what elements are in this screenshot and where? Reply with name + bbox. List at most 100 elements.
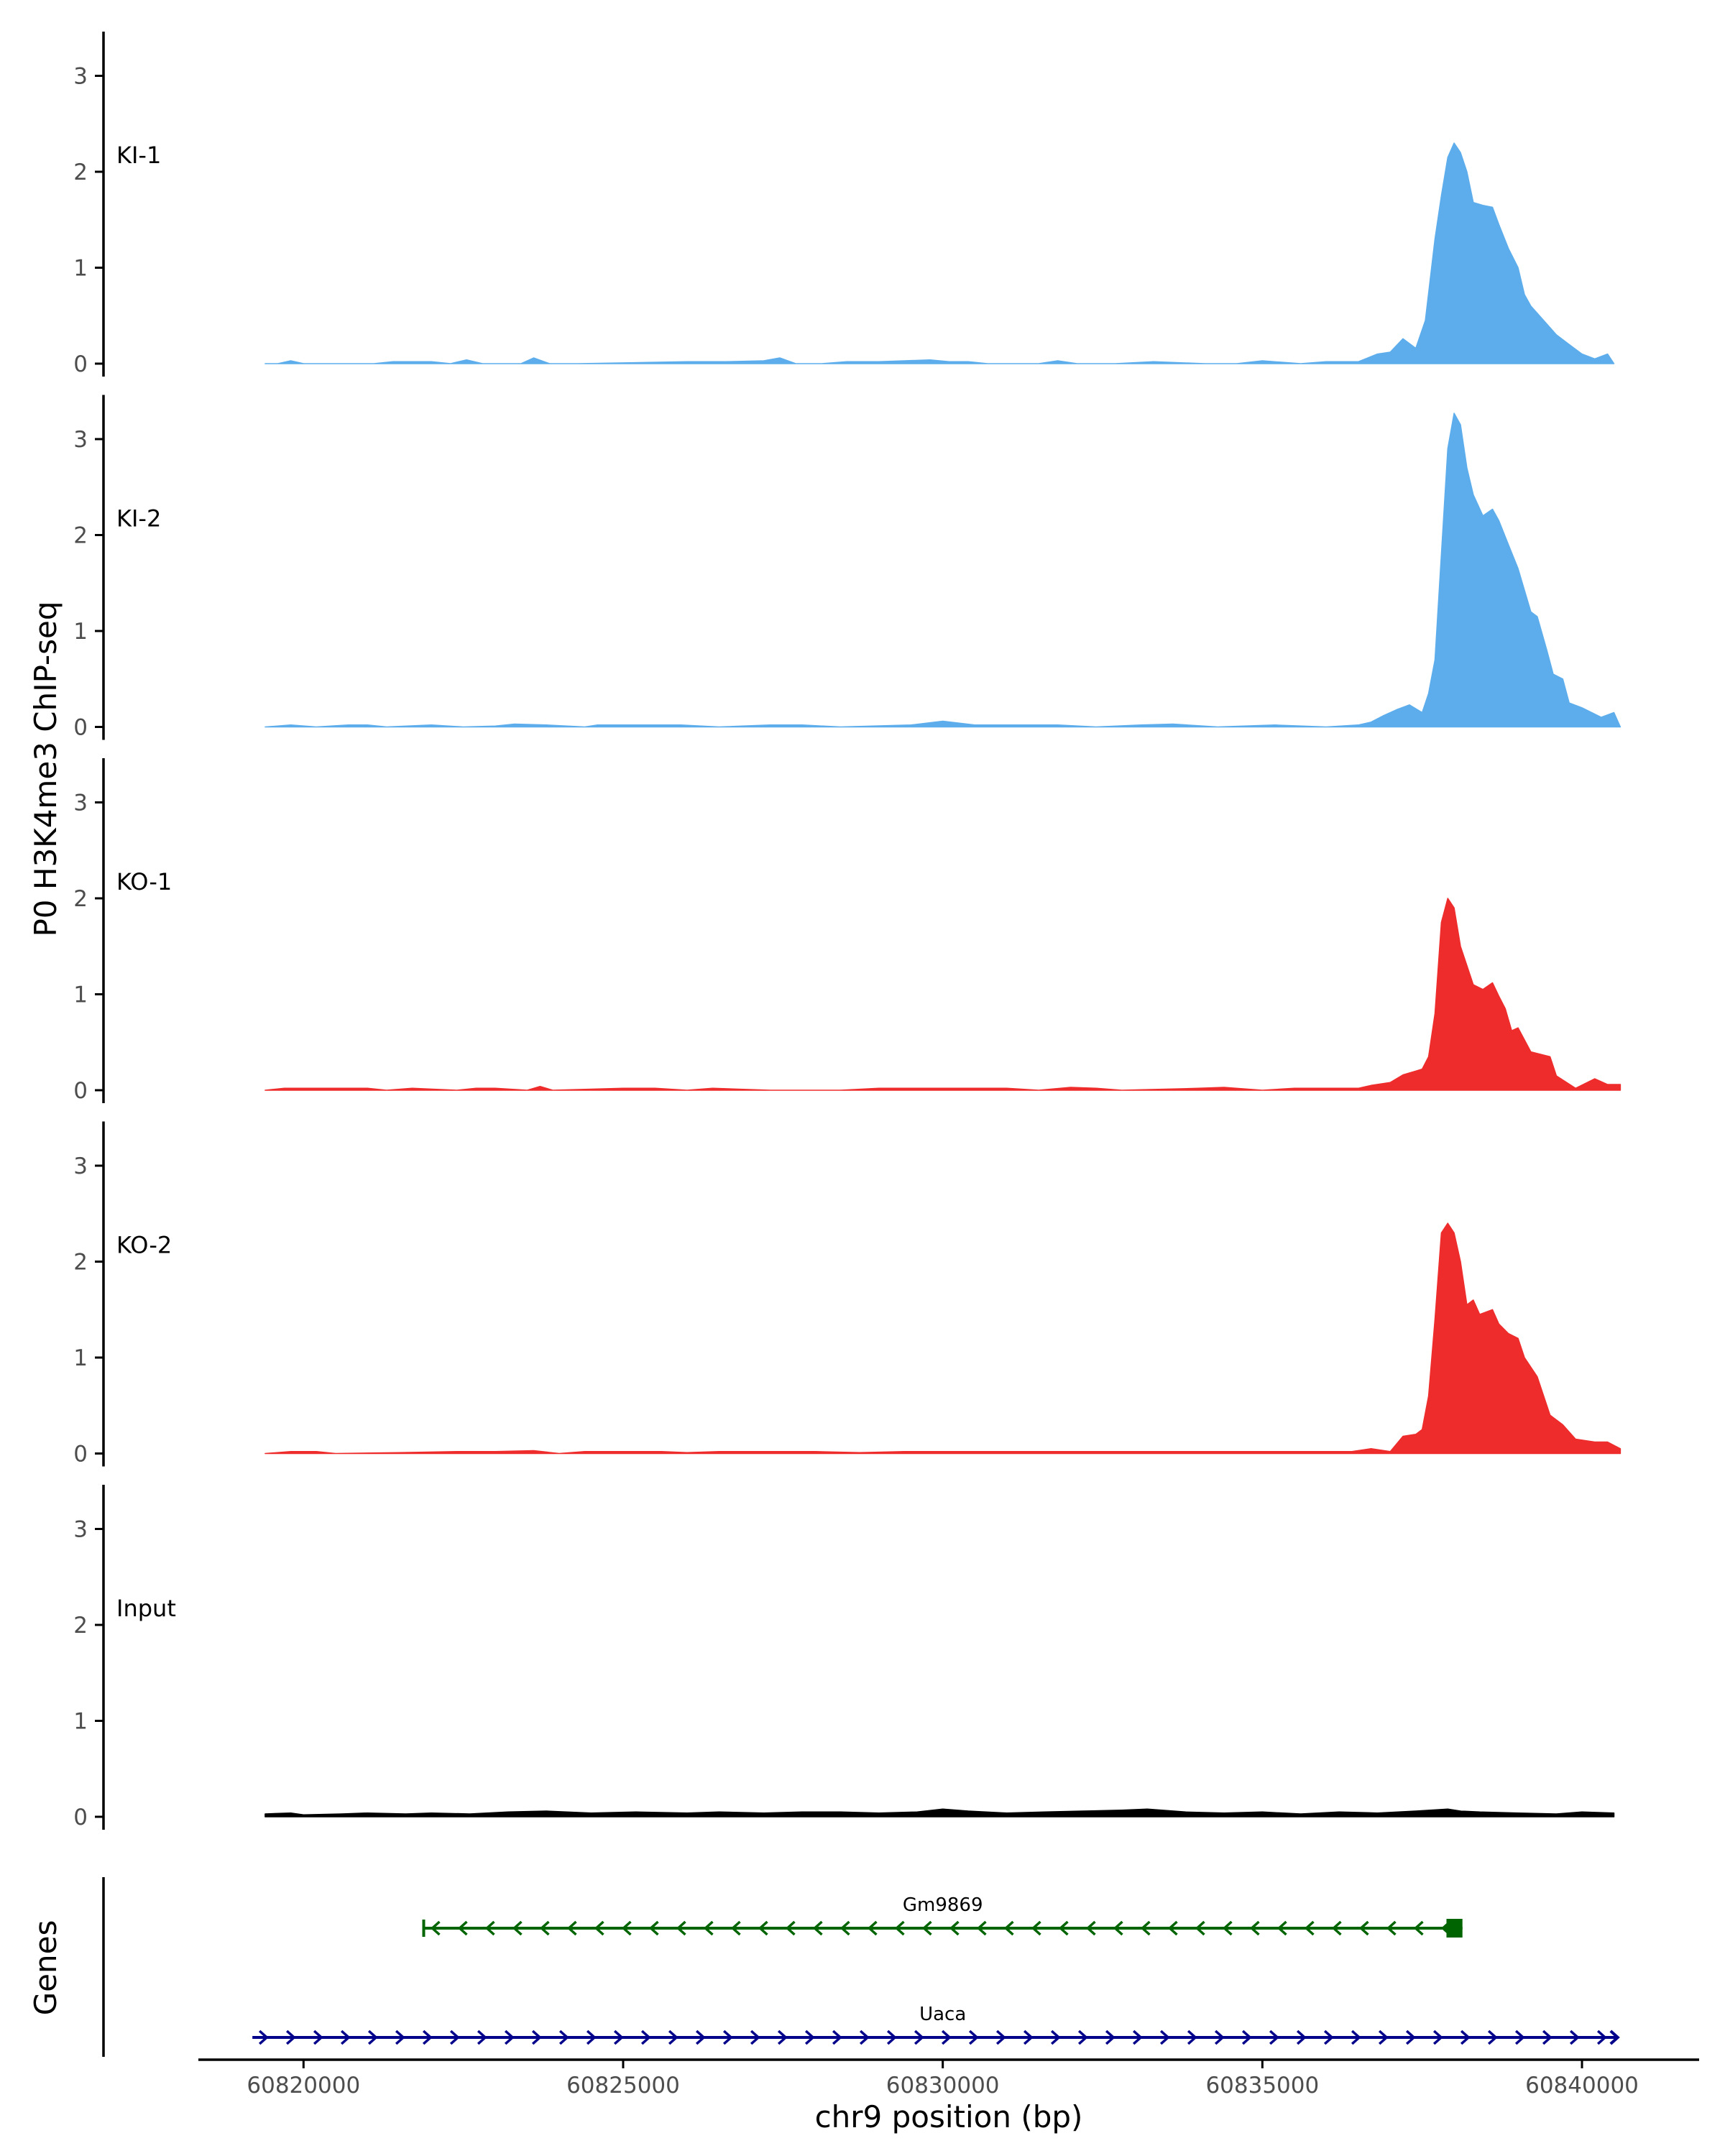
track-ki-2: 0 1 2 3 KI-2	[73, 395, 1622, 741]
gene-label-gm9869: Gm9869	[903, 1894, 983, 1916]
x-axis: 60820000 60825000 60830000 60835000 60840000	[198, 2058, 1699, 2099]
strand-chevron	[449, 2030, 460, 2045]
strand-chevron	[1241, 2030, 1252, 2045]
signal-area-input	[264, 1808, 1615, 1818]
strand-chevron	[1413, 1920, 1424, 1936]
strand-chevron	[894, 1920, 905, 1936]
strand-chevron	[867, 1920, 878, 1936]
strand-chevron	[566, 1920, 577, 1936]
y-tick-label: 3	[73, 1517, 88, 1543]
gene-uaca: Uaca	[252, 2004, 1620, 2045]
gene-label-uaca: Uaca	[919, 2004, 966, 2025]
strand-chevron	[1487, 2030, 1498, 2045]
strand-chevron	[750, 2030, 760, 2045]
strand-chevron	[531, 2030, 542, 2045]
strand-chevron	[1214, 2030, 1225, 2045]
strand-chevron	[1003, 1920, 1014, 1936]
strand-chevron	[395, 2030, 405, 2045]
strand-chevron	[1023, 2030, 1034, 2045]
track-label-ki-2: KI-2	[116, 505, 161, 533]
signal-area-ko-1	[264, 898, 1622, 1091]
y-tick-label: 0	[73, 715, 88, 741]
strand-chevron	[594, 1920, 604, 1936]
strand-chevron	[484, 1920, 495, 1936]
strand-chevron	[1269, 2030, 1279, 2045]
strand-chevron	[968, 2030, 979, 2045]
strand-chevron	[1140, 1920, 1151, 1936]
track-ko-1: 0 1 2 3 KO-1	[73, 758, 1622, 1104]
strand-chevron	[676, 1920, 686, 1936]
y-axis-label: P0 H3K4me3 ChIP-seq	[28, 601, 63, 936]
strand-chevron	[1432, 2030, 1443, 2045]
x-axis-label: chr9 position (bp)	[815, 2099, 1083, 2134]
y-tick-label: 0	[73, 351, 88, 377]
strand-chevron	[504, 2030, 515, 2045]
genes-panel-label: Genes	[28, 1920, 63, 2016]
strand-chevron	[1514, 2030, 1525, 2045]
strand-chevron	[1085, 1920, 1096, 1936]
x-tick-label: 60825000	[566, 2073, 680, 2099]
y-tick-label: 1	[73, 619, 88, 645]
y-tick-label: 0	[73, 1078, 88, 1104]
signal-area-ko-2	[264, 1222, 1622, 1455]
strand-chevron	[313, 2030, 323, 2045]
strand-chevron	[477, 2030, 487, 2045]
strand-chevron	[1569, 2030, 1580, 2045]
strand-chevron	[703, 1920, 714, 1936]
y-tick-label: 1	[73, 1345, 88, 1371]
strand-chevron	[1351, 2030, 1361, 2045]
signal-area-ki-1	[264, 142, 1615, 364]
strand-chevron	[695, 2030, 706, 2045]
strand-chevron	[921, 1920, 932, 1936]
signal-area-ki-2	[264, 413, 1622, 728]
strand-chevron	[1187, 2030, 1197, 2045]
y-tick-label: 0	[73, 1442, 88, 1468]
y-tick-label: 1	[73, 256, 88, 282]
strand-chevron	[258, 2030, 269, 2045]
gene-gm9869: Gm9869	[422, 1894, 1463, 1938]
y-tick-label: 2	[73, 1250, 88, 1276]
gene-annotation-panel: Gm9869 Uaca	[102, 1877, 1620, 2057]
strand-chevron	[949, 1920, 960, 1936]
strand-chevron	[422, 2030, 433, 2045]
track-label-ko-1: KO-1	[116, 868, 172, 895]
track-input: 0 1 2 3 Input	[73, 1485, 1615, 1830]
strand-chevron	[995, 2030, 1006, 2045]
strand-chevron	[758, 1920, 768, 1936]
strand-chevron	[539, 1920, 550, 1936]
strand-chevron	[1405, 2030, 1416, 2045]
strand-chevron	[1304, 1920, 1315, 1936]
strand-chevron	[1132, 2030, 1143, 2045]
strand-chevron	[457, 1920, 468, 1936]
strand-chevron	[586, 2030, 597, 2045]
track-label-ki-1: KI-1	[116, 142, 161, 169]
strand-chevron	[1249, 1920, 1260, 1936]
strand-chevron	[941, 2030, 952, 2045]
strand-chevron	[785, 1920, 796, 1936]
strand-chevron	[840, 1920, 850, 1936]
strand-chevron	[1323, 2030, 1334, 2045]
y-tick-label: 2	[73, 886, 88, 912]
track-label-input: Input	[116, 1595, 176, 1622]
strand-chevron	[777, 2030, 788, 2045]
gene-end-arrow	[1609, 2030, 1620, 2045]
strand-chevron	[668, 2030, 678, 2045]
y-tick-label: 2	[73, 160, 88, 185]
strand-chevron	[976, 1920, 987, 1936]
strand-chevron	[1113, 1920, 1123, 1936]
strand-chevron	[640, 2030, 651, 2045]
strand-chevron	[1167, 1920, 1178, 1936]
x-tick-label: 60840000	[1525, 2073, 1639, 2099]
track-label-ko-2: KO-2	[116, 1232, 172, 1259]
strand-chevron	[1276, 1920, 1287, 1936]
strand-chevron	[621, 1920, 632, 1936]
x-tick-label: 60835000	[1205, 2073, 1319, 2099]
strand-chevron	[1031, 1920, 1041, 1936]
strand-chevron	[340, 2030, 351, 2045]
strand-chevron	[613, 2030, 624, 2045]
y-tick-label: 3	[73, 64, 88, 90]
strand-chevron	[1596, 2030, 1607, 2045]
y-tick-label: 0	[73, 1805, 88, 1830]
strand-chevron	[1159, 2030, 1170, 2045]
